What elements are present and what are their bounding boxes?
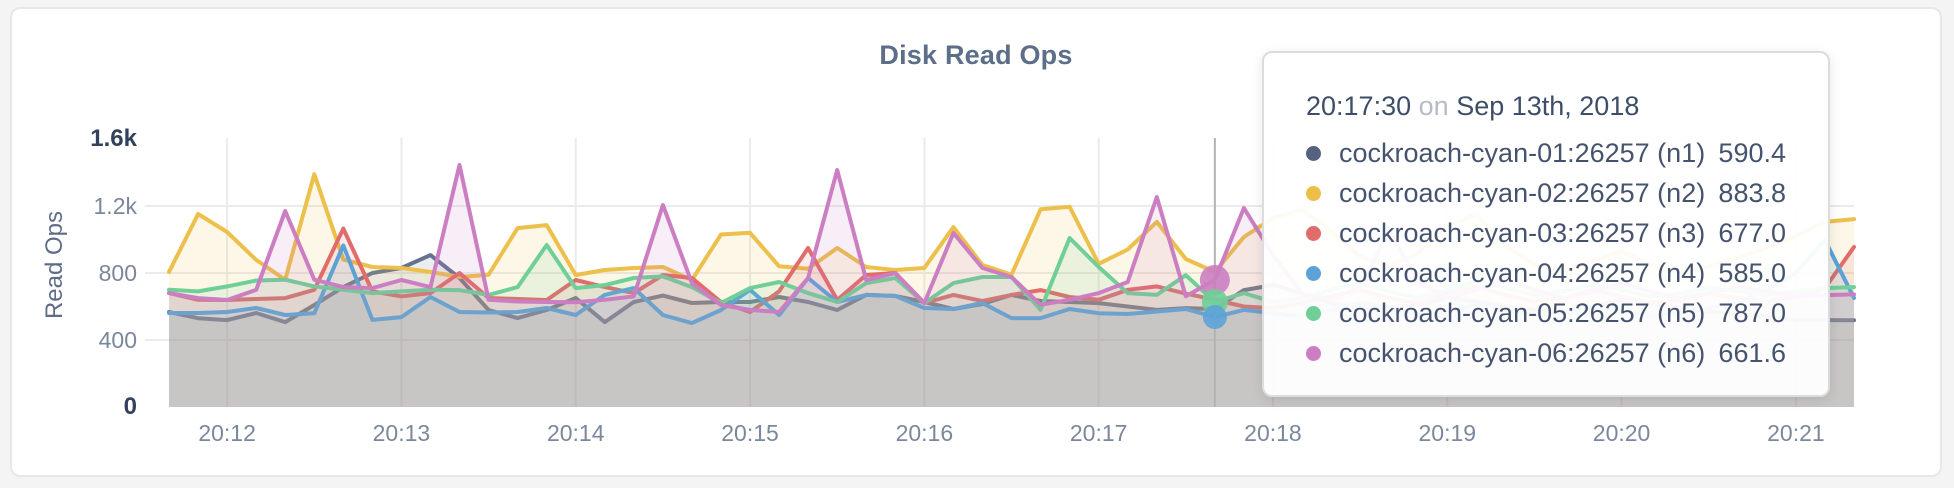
tooltip-series-name: cockroach-cyan-04:26257 (n4) [1339,257,1706,288]
tooltip-series-value: 787.0 [1718,297,1786,328]
tooltip-series-value: 883.8 [1718,177,1786,208]
y-tick-label: 800 [98,260,137,286]
y-tick-label: 1.6k [90,125,137,152]
series-color-dot [1306,145,1321,161]
x-tick-label: 20:16 [895,420,954,446]
series-color-dot [1306,305,1321,321]
y-tick-label: 1.2k [93,193,137,219]
x-tick-label: 20:17 [1069,420,1128,446]
x-tick-label: 20:20 [1592,420,1651,446]
tooltip-series-name: cockroach-cyan-01:26257 (n1) [1339,137,1706,168]
x-tick-label: 20:13 [372,420,431,446]
tooltip-header: 20:17:30 on Sep 13th, 2018 [1306,87,1786,125]
chart-title: Disk Read Ops [879,40,1073,70]
tooltip-time: 20:17:30 [1306,91,1412,121]
tooltip-series-value: 585.0 [1718,257,1786,288]
tooltip-series-name: cockroach-cyan-03:26257 (n3) [1339,217,1706,248]
tooltip-row: cockroach-cyan-05:26257 (n5) 787.0 [1306,293,1786,333]
hover-tooltip: 20:17:30 on Sep 13th, 2018 cockroach-cya… [1262,51,1830,397]
tooltip-row: cockroach-cyan-06:26257 (n6) 661.6 [1306,333,1786,373]
x-tick-label: 20:21 [1767,420,1825,446]
series-color-dot [1306,185,1321,201]
series-color-dot [1306,225,1321,241]
x-tick-label: 20:18 [1244,420,1302,446]
tooltip-rows: cockroach-cyan-01:26257 (n1) 590.4 cockroa… [1306,133,1786,373]
tooltip-row: cockroach-cyan-04:26257 (n4) 585.0 [1306,253,1786,293]
tooltip-row: cockroach-cyan-02:26257 (n2) 883.8 [1306,173,1786,213]
x-tick-label: 20:19 [1418,420,1477,446]
y-tick-label: 400 [98,327,137,353]
x-tick-label: 20:14 [546,420,605,446]
series-color-dot [1306,265,1321,281]
tooltip-date: Sep 13th, 2018 [1456,91,1640,121]
tooltip-series-name: cockroach-cyan-02:26257 (n2) [1339,177,1706,208]
y-tick-label: 0 [123,393,137,420]
tooltip-series-value: 677.0 [1718,217,1786,248]
tooltip-row: cockroach-cyan-03:26257 (n3) 677.0 [1306,213,1786,253]
tooltip-series-name: cockroach-cyan-05:26257 (n5) [1339,297,1706,328]
hover-point-dot [1199,265,1230,296]
tooltip-row: cockroach-cyan-01:26257 (n1) 590.4 [1306,133,1786,173]
x-tick-label: 20:12 [198,420,256,446]
tooltip-series-value: 590.4 [1718,137,1786,168]
tooltip-series-value: 661.6 [1718,337,1786,368]
series-color-dot [1306,345,1321,361]
tooltip-on-separator: on [1418,91,1449,121]
tooltip-series-name: cockroach-cyan-06:26257 (n6) [1339,337,1706,368]
x-tick-label: 20:15 [721,420,779,446]
hover-point-dot [1202,305,1227,330]
